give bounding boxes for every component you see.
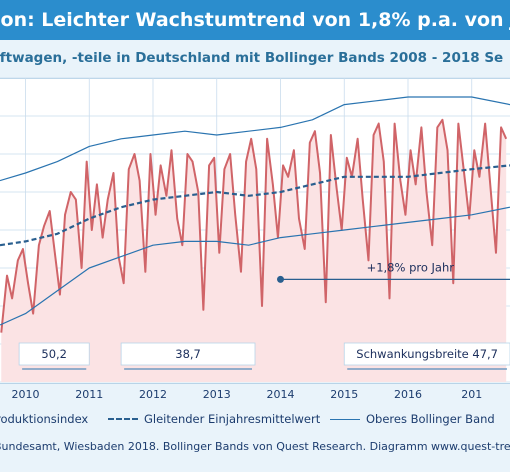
annotations: +1,8% pro Jahr 50,2 38,7 Schwankungsbreite … [18,260,510,370]
trend-start-marker [277,275,284,283]
x-tick-label: 2015 [330,388,358,401]
band-2012-box [120,342,256,366]
x-tick-label: 2016 [394,388,422,401]
production-index-line [0,118,508,333]
band-2015-label: Schwankungsbreite 47,7 [356,347,498,361]
legend-label-moving-avg: Gleitender Einjahresmittelwert [144,412,321,426]
legend-swatch-upper-band [330,418,360,420]
footer: Bundesamt, Wiesbaden 2018. Bollinger Ban… [0,437,510,457]
legend-swatch-moving-avg [108,418,138,420]
x-axis-ticks: 2010 2011 2012 2013 2014 2015 2016 201 [12,388,483,401]
trend-label: +1,8% pro Jahr [367,260,455,274]
x-tick-label: 201 [461,388,482,401]
band-2015-box [343,342,510,366]
band-2010-label: 50,2 [41,347,67,361]
x-tick-label: 2010 [12,388,40,401]
band-2012-label: 38,7 [175,347,201,361]
legend-label-production: roduktionsindex [0,412,89,426]
series-lines [0,96,510,333]
chart-svg: +1,8% pro Jahr 50,2 38,7 Schwankungsbreite … [0,77,510,401]
chart-subtitle: raftwagen, -teile in Deutschland mit Bol… [0,50,504,66]
legend-item-moving-avg: Gleitender Einjahresmittelwert [108,412,320,426]
lower-bollinger-line [0,206,510,326]
upper-bollinger-line [0,96,510,182]
chart-title-bar: ion: Leichter Wachstumtrend von 1,8% p.a… [0,0,510,40]
legend-item-upper-band: Oberes Bollinger Band [330,412,495,426]
moving-average-line [0,164,510,247]
x-tick-label: 2014 [267,388,295,401]
legend-item-production: roduktionsindex [0,412,88,426]
legend: roduktionsindex Gleitender Einjahresmitt… [0,410,510,430]
chart-subtitle-bar: raftwagen, -teile in Deutschland mit Bol… [0,50,510,74]
x-tick-label: 2013 [203,388,231,401]
chart-title: ion: Leichter Wachstumtrend von 1,8% p.a… [0,9,510,31]
band-2010-box [18,342,90,366]
band-fill [1,119,507,383]
footer-source: Bundesamt, Wiesbaden 2018. Bollinger Ban… [0,440,510,453]
legend-label-upper-band: Oberes Bollinger Band [366,412,495,426]
production-fill [1,119,507,383]
x-tick-label: 2011 [75,388,103,401]
x-tick-label: 2012 [139,388,167,401]
